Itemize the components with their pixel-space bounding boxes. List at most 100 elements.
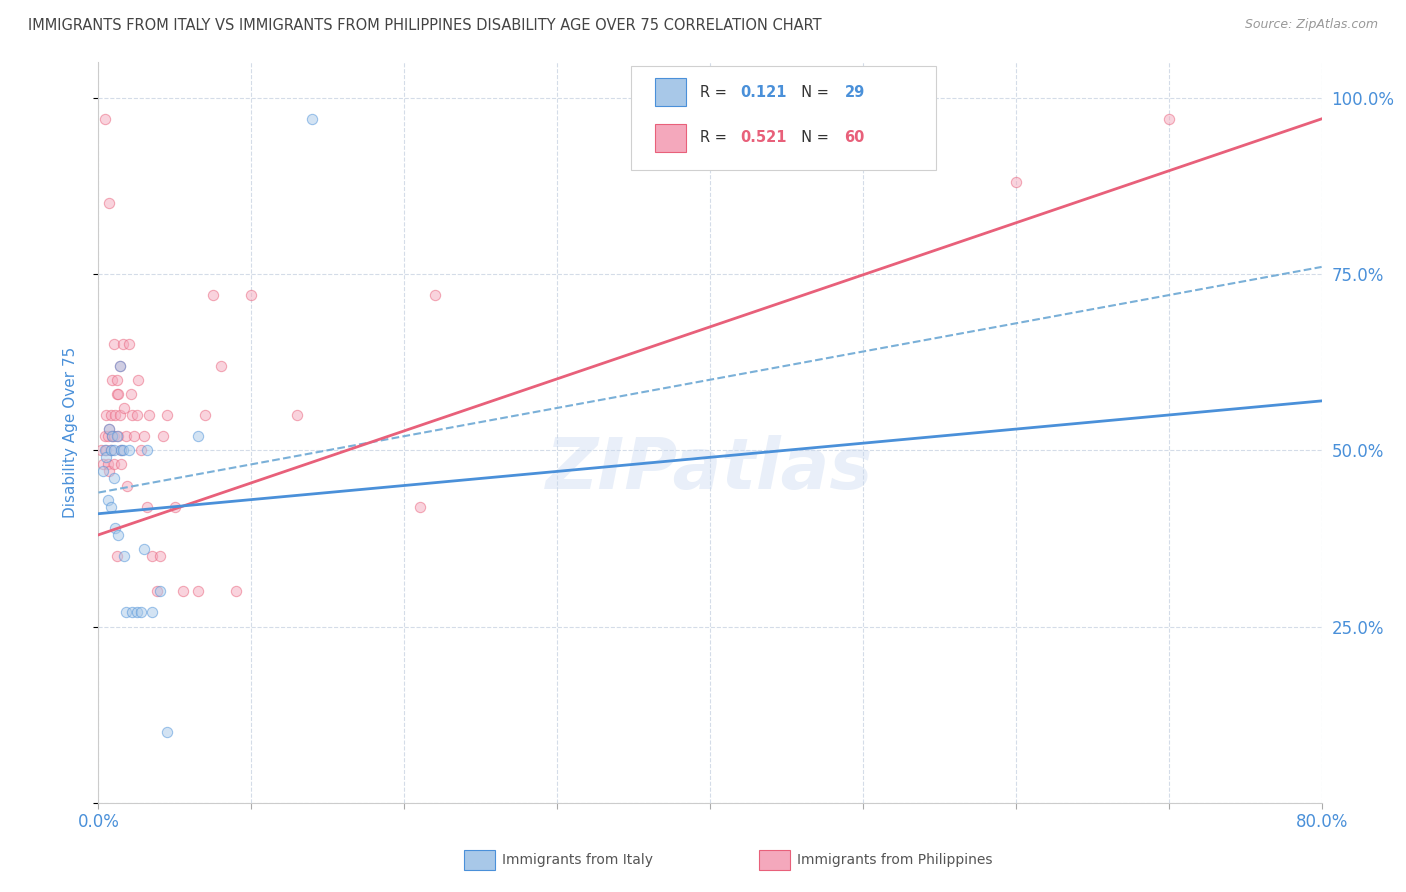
Point [97,458,120,472]
Text: Immigrants from Italy: Immigrants from Italy [502,853,652,867]
Point [103,429,125,443]
Text: 0.521: 0.521 [741,130,787,145]
Point [129,606,152,620]
Point [141,549,163,563]
Point [138,408,160,422]
Point [112,549,135,563]
Point [100,500,122,514]
Text: Source: ZipAtlas.com: Source: ZipAtlas.com [1244,18,1378,31]
Point [93,429,115,443]
Point [98,464,121,478]
Point [101,373,124,387]
Point [125,408,148,422]
Point [115,606,138,620]
Point [107,387,129,401]
Point [105,549,128,563]
Point [127,373,149,387]
Point [100,443,122,458]
Point [94,408,117,422]
Point [103,458,125,472]
Point [172,584,194,599]
Y-axis label: Disability Age Over 75: Disability Age Over 75 [63,347,77,518]
Text: Immigrants from Philippines: Immigrants from Philippines [797,853,993,867]
Point [117,478,139,492]
Point [141,606,163,620]
Point [101,429,124,443]
Point [136,443,159,458]
Point [152,429,174,443]
Point [120,387,142,401]
FancyBboxPatch shape [655,78,686,106]
Point [423,288,446,302]
Point [129,443,152,458]
Point [107,429,129,443]
Point [105,387,128,401]
Text: R =: R = [700,130,731,145]
Text: 0.121: 0.121 [741,85,787,100]
Point [115,429,138,443]
Point [100,408,122,422]
Point [121,606,143,620]
Point [110,443,132,458]
Point [98,422,121,436]
Point [103,443,125,458]
Point [118,337,141,351]
Point [163,500,186,514]
Point [91,458,114,472]
Point [149,549,172,563]
Point [1004,175,1026,189]
Point [90,443,112,458]
Point [98,196,121,211]
Point [105,373,128,387]
Text: 29: 29 [845,85,865,100]
Point [104,521,127,535]
Point [97,492,120,507]
Point [108,359,131,373]
Point [110,458,132,472]
Point [94,443,117,458]
Point [134,541,156,556]
Point [98,422,121,436]
Point [97,429,120,443]
Point [134,429,156,443]
Point [145,584,167,599]
Point [110,443,132,458]
Point [108,359,131,373]
Point [301,112,323,126]
Point [111,443,134,458]
Point [156,408,179,422]
FancyBboxPatch shape [655,123,686,152]
Point [136,500,159,514]
Point [94,450,117,465]
Point [240,288,263,302]
Point [187,584,209,599]
Point [408,500,430,514]
Point [93,443,115,458]
Text: N =: N = [792,85,834,100]
Point [202,288,225,302]
Point [194,408,217,422]
Point [91,464,114,478]
Point [225,584,247,599]
Point [103,471,125,485]
Text: ZIPatlas: ZIPatlas [547,435,873,504]
Point [112,401,135,415]
Point [103,337,125,351]
Point [125,606,148,620]
Point [149,584,172,599]
Point [285,408,308,422]
Point [101,429,124,443]
Point [156,725,179,739]
Point [209,359,232,373]
Text: R =: R = [700,85,731,100]
Text: N =: N = [792,130,834,145]
Point [105,429,128,443]
Point [122,429,145,443]
Point [111,337,134,351]
Text: 60: 60 [845,130,865,145]
Point [118,443,141,458]
Point [104,408,127,422]
Point [187,429,209,443]
Point [108,408,131,422]
Point [107,528,129,542]
